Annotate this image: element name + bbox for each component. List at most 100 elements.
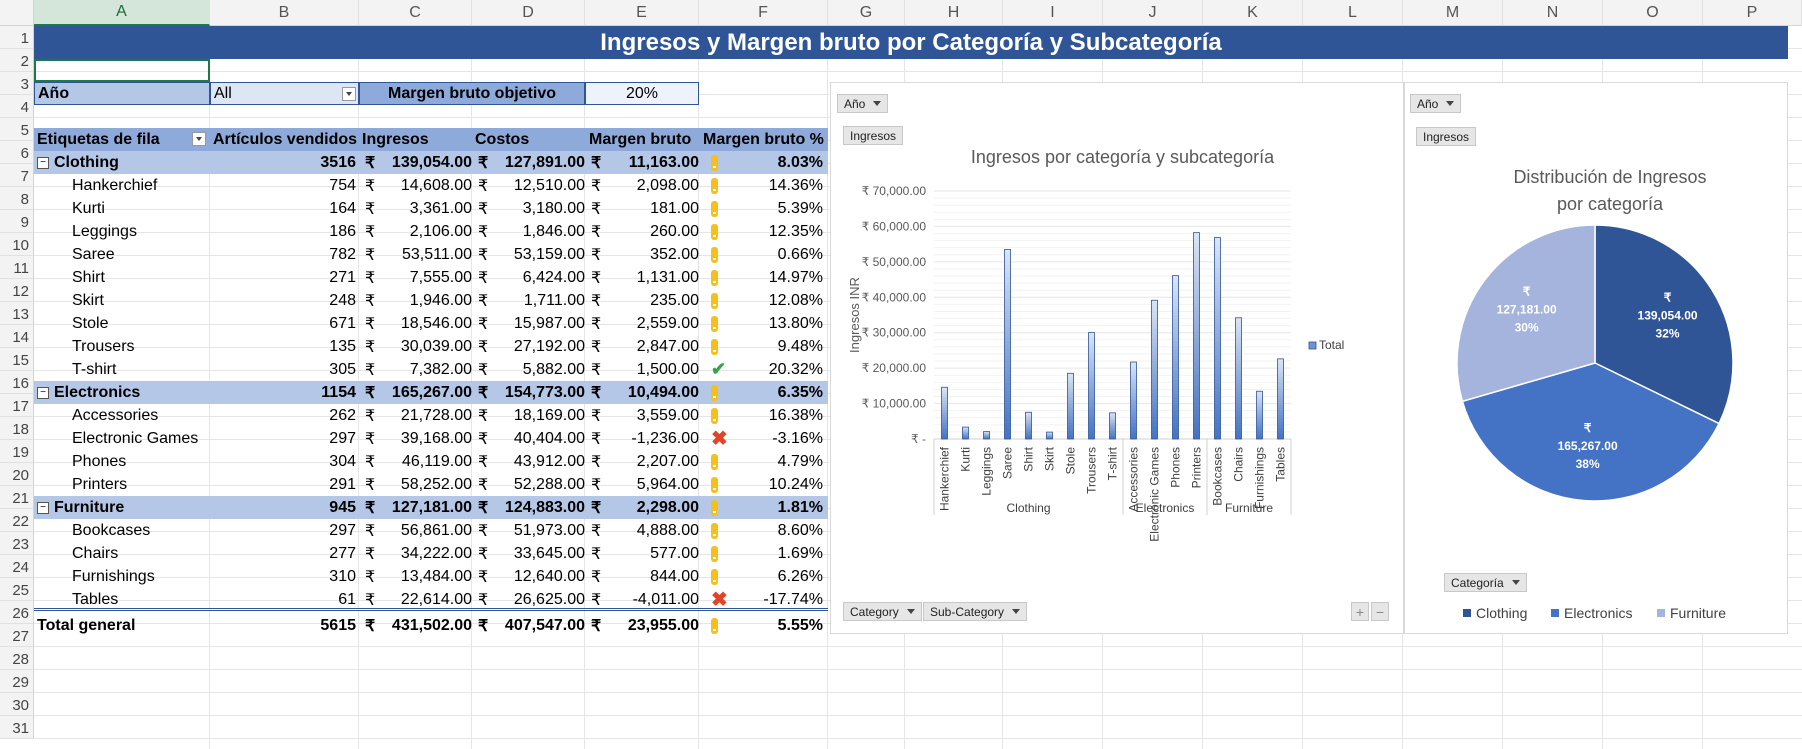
revenue-value: 58,252.00 bbox=[400, 475, 472, 493]
margin-value: 2,098.00 bbox=[636, 176, 699, 194]
row-header-18[interactable]: 18 bbox=[0, 417, 34, 440]
row-header-3[interactable]: 3 bbox=[0, 72, 34, 95]
row-header-20[interactable]: 20 bbox=[0, 463, 34, 486]
row-header-16[interactable]: 16 bbox=[0, 371, 34, 394]
row-header-25[interactable]: 25 bbox=[0, 578, 34, 601]
pie-year-filter-button[interactable]: Año bbox=[1410, 94, 1462, 113]
pivot-row[interactable]: Trousers 135 ₹ 30,039.00 ₹ 27,192.00 ₹ 2… bbox=[34, 335, 828, 358]
row-header-17[interactable]: 17 bbox=[0, 394, 34, 417]
column-header-c[interactable]: C bbox=[359, 0, 472, 26]
x-tick-label: Electronic Games bbox=[1148, 447, 1162, 542]
row-header-12[interactable]: 12 bbox=[0, 279, 34, 302]
row-header-30[interactable]: 30 bbox=[0, 693, 34, 716]
pivot-row[interactable]: Phones 304 ₹ 46,119.00 ₹ 43,912.00 ₹ 2,2… bbox=[34, 450, 828, 473]
pivot-row[interactable]: Stole 671 ₹ 18,546.00 ₹ 15,987.00 ₹ 2,55… bbox=[34, 312, 828, 335]
bar-value-field-button[interactable]: Ingresos bbox=[843, 126, 904, 145]
row-header-4[interactable]: 4 bbox=[0, 95, 34, 118]
pivot-row[interactable]: Bookcases 297 ₹ 56,861.00 ₹ 51,973.00 ₹ … bbox=[34, 519, 828, 542]
row-header-13[interactable]: 13 bbox=[0, 302, 34, 325]
revenue-value: 30,039.00 bbox=[400, 337, 472, 355]
margin-pct-value: 13.80% bbox=[768, 314, 823, 332]
row-header-21[interactable]: 21 bbox=[0, 486, 34, 509]
column-header-m[interactable]: M bbox=[1403, 0, 1503, 26]
bar-chart-panel[interactable]: Año Ingresos Category Sub-Category + − I… bbox=[830, 82, 1404, 634]
row-header-7[interactable]: 7 bbox=[0, 164, 34, 187]
pivot-row[interactable]: T-shirt 305 ₹ 7,382.00 ₹ 5,882.00 ₹ 1,50… bbox=[34, 358, 828, 381]
year-filter-dropdown[interactable]: All bbox=[210, 82, 359, 105]
pie-chart-panel[interactable]: Año Ingresos Categoría Distribución de I… bbox=[1404, 82, 1788, 634]
row-header-19[interactable]: 19 bbox=[0, 440, 34, 463]
row-header-9[interactable]: 9 bbox=[0, 210, 34, 233]
row-header-23[interactable]: 23 bbox=[0, 532, 34, 555]
pivot-row[interactable]: Total general 5615 ₹ 431,502.00 ₹ 407,54… bbox=[34, 608, 828, 637]
pivot-row[interactable]: Kurti 164 ₹ 3,361.00 ₹ 3,180.00 ₹ 181.00… bbox=[34, 197, 828, 220]
pivot-row[interactable]: Tables 61 ₹ 22,614.00 ₹ 26,625.00 ₹ -4,0… bbox=[34, 588, 828, 611]
bar-year-filter-label: Año bbox=[844, 96, 866, 111]
currency-symbol: ₹ bbox=[478, 200, 489, 218]
subcategory-field-button[interactable]: Sub-Category bbox=[923, 602, 1028, 621]
row-header-11[interactable]: 11 bbox=[0, 256, 34, 279]
pivot-row[interactable]: Furnishings 310 ₹ 13,484.00 ₹ 12,640.00 … bbox=[34, 565, 828, 588]
margin-value: 23,955.00 bbox=[627, 616, 699, 634]
collapse-icon[interactable]: − bbox=[37, 386, 49, 399]
pivot-row[interactable]: Electronic Games 297 ₹ 39,168.00 ₹ 40,40… bbox=[34, 427, 828, 450]
column-header-a[interactable]: A bbox=[34, 0, 210, 26]
pivot-row[interactable]: Accessories 262 ₹ 21,728.00 ₹ 18,169.00 … bbox=[34, 404, 828, 427]
category-field-button[interactable]: Category bbox=[843, 602, 922, 621]
chevron-down-icon[interactable] bbox=[342, 87, 356, 101]
row-header-22[interactable]: 22 bbox=[0, 509, 34, 532]
currency-symbol: ₹ bbox=[591, 200, 602, 218]
expand-field-button[interactable]: + bbox=[1351, 602, 1369, 621]
column-header-l[interactable]: L bbox=[1303, 0, 1403, 26]
row-header-1[interactable]: 1 bbox=[0, 26, 34, 49]
pivot-row[interactable]: − Furniture 945 ₹ 127,181.00 ₹ 124,883.00… bbox=[34, 496, 828, 519]
row-header-14[interactable]: 14 bbox=[0, 325, 34, 348]
column-header-i[interactable]: I bbox=[1003, 0, 1103, 26]
column-header-b[interactable]: B bbox=[210, 0, 359, 26]
column-header-e[interactable]: E bbox=[585, 0, 699, 26]
pivot-row[interactable]: Shirt 271 ₹ 7,555.00 ₹ 6,424.00 ₹ 1,131.… bbox=[34, 266, 828, 289]
pivot-row[interactable]: Saree 782 ₹ 53,511.00 ₹ 53,159.00 ₹ 352.… bbox=[34, 243, 828, 266]
margin-status bbox=[711, 243, 718, 266]
pie-value-field-button[interactable]: Ingresos bbox=[1416, 127, 1477, 146]
margin-status bbox=[711, 289, 718, 312]
collapse-icon[interactable]: − bbox=[37, 156, 49, 169]
column-header-g[interactable]: G bbox=[828, 0, 905, 26]
column-header-d[interactable]: D bbox=[472, 0, 585, 26]
row-labels-filter-icon[interactable] bbox=[192, 132, 206, 146]
pivot-row[interactable]: − Clothing 3516 ₹ 139,054.00 ₹ 127,891.00… bbox=[34, 151, 828, 174]
row-header-6[interactable]: 6 bbox=[0, 141, 34, 164]
collapse-field-button[interactable]: − bbox=[1371, 602, 1389, 621]
row-header-28[interactable]: 28 bbox=[0, 647, 34, 670]
column-header-p[interactable]: P bbox=[1703, 0, 1802, 26]
column-header-k[interactable]: K bbox=[1203, 0, 1303, 26]
row-header-27[interactable]: 27 bbox=[0, 624, 34, 647]
active-cell[interactable] bbox=[34, 59, 210, 82]
pivot-row[interactable]: Hankerchief 754 ₹ 14,608.00 ₹ 12,510.00 … bbox=[34, 174, 828, 197]
row-header-26[interactable]: 26 bbox=[0, 601, 34, 624]
pivot-row[interactable]: Skirt 248 ₹ 1,946.00 ₹ 1,711.00 ₹ 235.00… bbox=[34, 289, 828, 312]
row-header-10[interactable]: 10 bbox=[0, 233, 34, 256]
bar-year-filter-button[interactable]: Año bbox=[837, 94, 889, 113]
target-margin-value[interactable]: 20% bbox=[585, 82, 699, 105]
pivot-row[interactable]: Chairs 277 ₹ 34,222.00 ₹ 33,645.00 ₹ 577… bbox=[34, 542, 828, 565]
pivot-row[interactable]: − Electronics 1154 ₹ 165,267.00 ₹ 154,773… bbox=[34, 381, 828, 404]
row-header-8[interactable]: 8 bbox=[0, 187, 34, 210]
row-header-15[interactable]: 15 bbox=[0, 348, 34, 371]
collapse-icon[interactable]: − bbox=[37, 501, 49, 514]
column-header-o[interactable]: O bbox=[1603, 0, 1703, 26]
row-header-2[interactable]: 2 bbox=[0, 49, 34, 72]
column-header-j[interactable]: J bbox=[1103, 0, 1203, 26]
row-header-29[interactable]: 29 bbox=[0, 670, 34, 693]
row-header-24[interactable]: 24 bbox=[0, 555, 34, 578]
row-header-31[interactable]: 31 bbox=[0, 716, 34, 739]
column-header-n[interactable]: N bbox=[1503, 0, 1603, 26]
legend-field-button[interactable]: Categoría bbox=[1444, 573, 1527, 592]
pivot-row[interactable]: Printers 291 ₹ 58,252.00 ₹ 52,288.00 ₹ 5… bbox=[34, 473, 828, 496]
row-header-5[interactable]: 5 bbox=[0, 118, 34, 141]
column-header-h[interactable]: H bbox=[905, 0, 1003, 26]
pivot-row[interactable]: Leggings 186 ₹ 2,106.00 ₹ 1,846.00 ₹ 260… bbox=[34, 220, 828, 243]
select-all-corner[interactable] bbox=[0, 0, 34, 26]
column-header-f[interactable]: F bbox=[699, 0, 828, 26]
pie-data-label: ₹165,267.00 38% bbox=[1558, 421, 1618, 471]
